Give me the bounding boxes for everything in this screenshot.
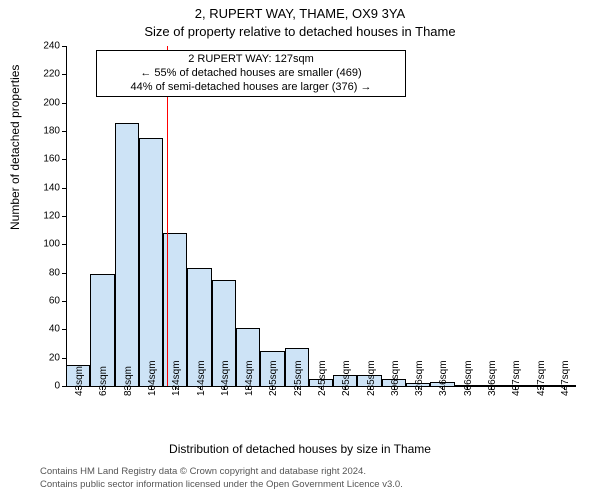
chart-title-sub: Size of property relative to detached ho…: [0, 24, 600, 39]
y-tick-mark: [62, 103, 66, 104]
chart-title-main: 2, RUPERT WAY, THAME, OX9 3YA: [0, 6, 600, 21]
annotation-line-2: ← 55% of detached houses are smaller (46…: [103, 67, 399, 81]
y-axis-line: [66, 46, 67, 386]
y-tick-label: 60: [32, 296, 60, 307]
y-tick-label: 180: [32, 126, 60, 137]
y-tick-mark: [62, 74, 66, 75]
y-tick-mark: [62, 46, 66, 47]
y-tick-mark: [62, 188, 66, 189]
y-axis-label: Number of detached properties: [8, 65, 22, 230]
y-tick-mark: [62, 216, 66, 217]
y-tick-mark: [62, 386, 66, 387]
x-axis-label: Distribution of detached houses by size …: [0, 442, 600, 456]
histogram-bar: [139, 138, 163, 386]
y-tick-mark: [62, 244, 66, 245]
y-tick-label: 40: [32, 324, 60, 335]
y-tick-mark: [62, 329, 66, 330]
annotation-line-1: 2 RUPERT WAY: 127sqm: [103, 53, 399, 67]
y-tick-label: 240: [32, 41, 60, 52]
y-tick-mark: [62, 358, 66, 359]
y-tick-mark: [62, 131, 66, 132]
y-tick-mark: [62, 273, 66, 274]
y-tick-label: 220: [32, 69, 60, 80]
annotation-line-3: 44% of semi-detached houses are larger (…: [103, 81, 399, 95]
y-tick-label: 20: [32, 352, 60, 363]
footnote-2: Contains public sector information licen…: [40, 479, 403, 490]
y-tick-label: 120: [32, 211, 60, 222]
histogram-bar: [115, 123, 139, 387]
annotation-box: 2 RUPERT WAY: 127sqm ← 55% of detached h…: [96, 50, 406, 97]
y-tick-label: 140: [32, 182, 60, 193]
y-tick-label: 0: [32, 381, 60, 392]
y-tick-mark: [62, 301, 66, 302]
y-tick-label: 160: [32, 154, 60, 165]
footnote-1: Contains HM Land Registry data © Crown c…: [40, 466, 366, 477]
y-tick-label: 80: [32, 267, 60, 278]
y-tick-label: 100: [32, 239, 60, 250]
y-tick-label: 200: [32, 97, 60, 108]
y-tick-mark: [62, 159, 66, 160]
